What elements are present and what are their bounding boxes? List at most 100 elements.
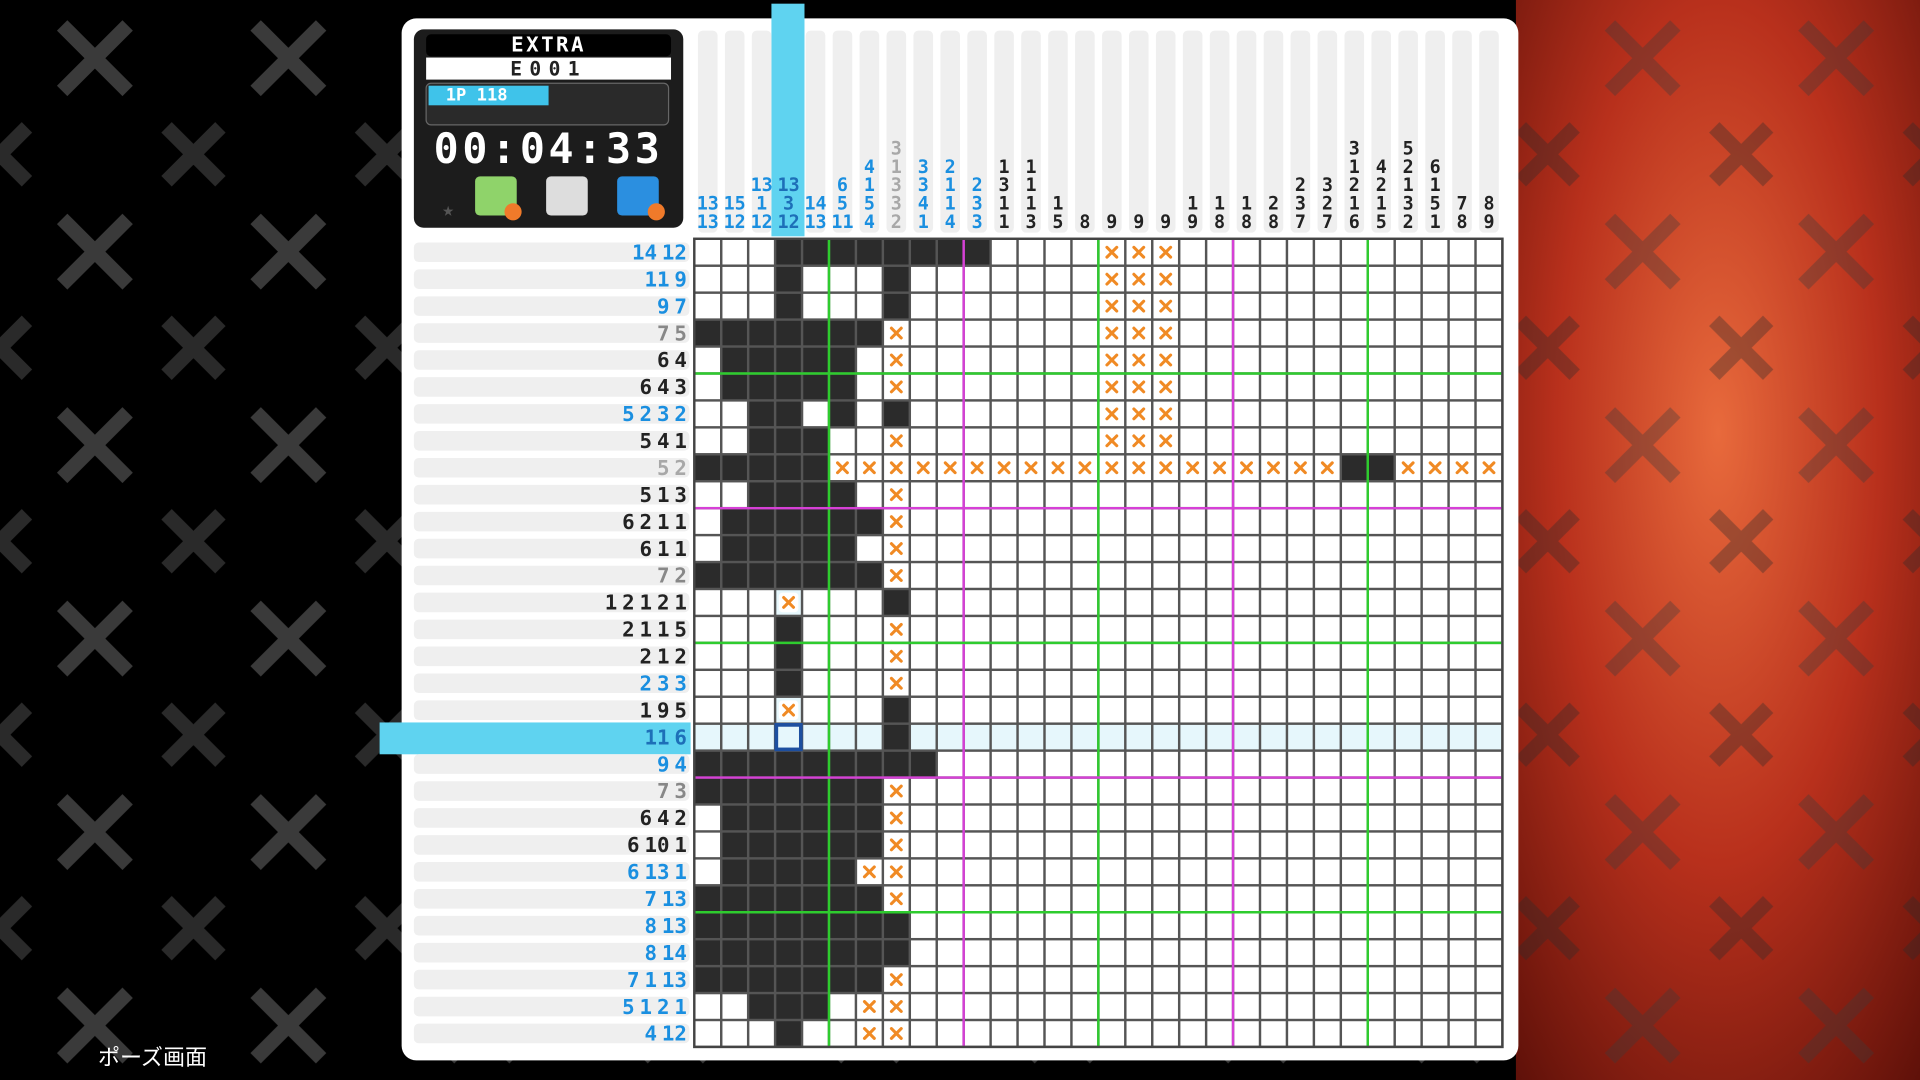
cell	[1234, 347, 1259, 373]
cell	[857, 940, 882, 965]
cell	[830, 886, 855, 912]
cell	[1207, 697, 1232, 723]
cell	[830, 1021, 855, 1046]
cell	[1126, 482, 1152, 507]
cell	[911, 940, 936, 965]
hint-icon[interactable]	[546, 176, 588, 216]
cell	[1099, 805, 1125, 831]
cell	[830, 374, 855, 400]
row-clue-number: 7	[627, 968, 640, 992]
cross-mark	[1024, 461, 1038, 475]
cross-mark	[889, 353, 903, 367]
row-clue-stripe	[413, 942, 690, 963]
column-clue: 9	[1160, 212, 1171, 233]
cell	[1234, 994, 1259, 1019]
cell	[776, 940, 801, 965]
cell	[1315, 347, 1340, 373]
grid-icon[interactable]	[475, 176, 517, 216]
row-clue-number: 1	[644, 968, 657, 992]
cell	[1476, 509, 1502, 534]
cell	[1449, 913, 1475, 938]
cell	[830, 536, 855, 561]
row-clue-stripe	[413, 457, 690, 478]
cell	[911, 751, 936, 777]
row-clue-number: 2	[640, 671, 653, 695]
cell	[776, 644, 801, 669]
cell	[1045, 697, 1071, 723]
cell	[1476, 778, 1502, 804]
cell	[803, 374, 828, 400]
cross-mark	[889, 461, 903, 475]
column-clue: 13	[751, 175, 773, 196]
cell	[964, 697, 990, 723]
column-clue: 14	[804, 193, 826, 214]
cell	[803, 751, 828, 777]
cell	[1234, 293, 1259, 319]
row-clue-number: 2	[622, 618, 635, 642]
cell	[1261, 697, 1286, 723]
cell	[884, 724, 909, 750]
row-clue-stripe	[413, 296, 690, 316]
cell	[1072, 347, 1098, 373]
cell	[1422, 778, 1448, 804]
cell	[1180, 697, 1205, 723]
cell	[1368, 266, 1394, 292]
cell	[1449, 266, 1475, 292]
cell	[1342, 347, 1367, 373]
cell	[1072, 401, 1098, 427]
cross-mark	[916, 461, 930, 475]
cell	[749, 644, 774, 669]
cell	[1315, 832, 1340, 858]
row-clue-stripe	[413, 592, 690, 613]
cell	[803, 482, 828, 507]
cell	[1045, 994, 1071, 1019]
cell	[964, 482, 990, 507]
cell	[1234, 832, 1259, 858]
row-clue-stripe	[413, 673, 690, 694]
cell	[937, 1021, 963, 1046]
cell	[1368, 724, 1394, 750]
cell	[1476, 617, 1502, 642]
cell	[1342, 832, 1367, 858]
cell	[1368, 644, 1394, 669]
cell	[830, 347, 855, 373]
cell	[1395, 482, 1421, 507]
cell	[1449, 724, 1475, 750]
cell	[749, 994, 774, 1019]
cell	[1234, 428, 1259, 454]
column-clue: 2	[1403, 212, 1414, 233]
column-clue: 1	[864, 175, 875, 196]
mode-icon[interactable]	[617, 176, 659, 216]
cross-mark	[1105, 326, 1119, 340]
cell	[1207, 347, 1232, 373]
cell	[776, 994, 801, 1019]
cell	[857, 374, 882, 400]
cell	[830, 724, 855, 750]
cell	[776, 671, 801, 696]
cell	[1207, 293, 1232, 319]
cell	[991, 913, 1017, 938]
column-clue-stripe	[994, 30, 1014, 233]
column-clue: 1	[1025, 193, 1036, 214]
cell	[1045, 751, 1071, 777]
cell	[1449, 859, 1475, 885]
cell	[1449, 644, 1475, 669]
cell	[1126, 563, 1152, 588]
cell	[1126, 1021, 1152, 1046]
cell	[1126, 805, 1152, 831]
cell	[695, 697, 720, 723]
cell	[1315, 536, 1340, 561]
cell	[1476, 671, 1502, 696]
column-clue: 3	[972, 193, 983, 214]
column-clue: 3	[891, 193, 902, 214]
column-clue: 8	[1241, 212, 1252, 233]
cell	[803, 401, 828, 427]
cell	[1342, 913, 1367, 938]
cell	[1018, 913, 1044, 938]
cell	[991, 320, 1017, 346]
cell	[1153, 913, 1178, 938]
row-clue-stripe	[413, 350, 690, 370]
cell	[1180, 347, 1205, 373]
cell	[695, 805, 720, 831]
